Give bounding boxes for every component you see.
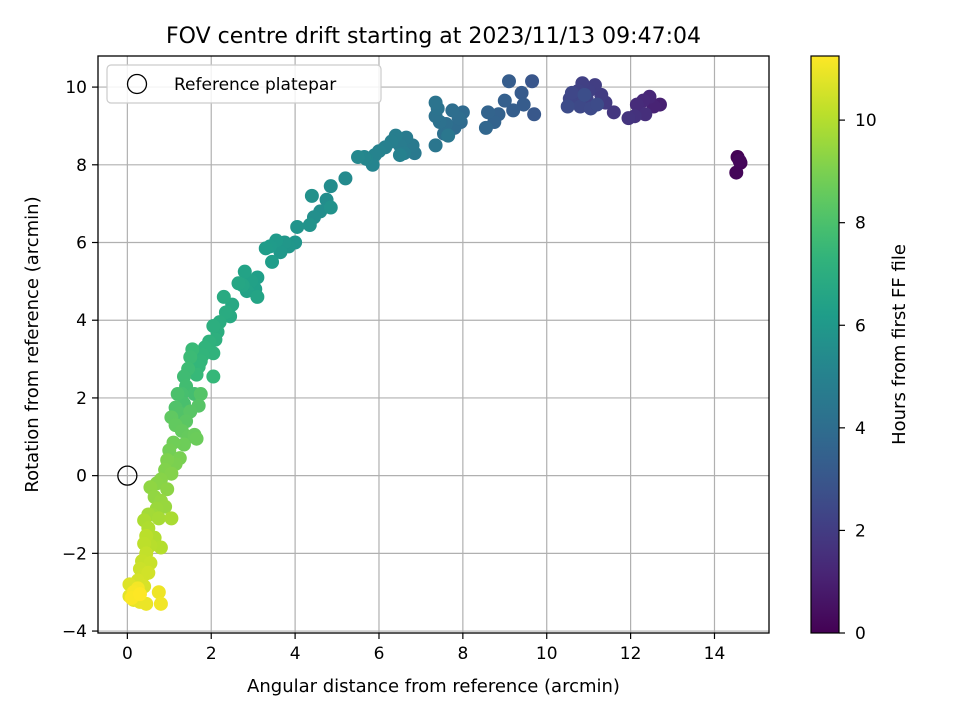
colorbar-gradient (810, 55, 840, 634)
legend-marker (126, 73, 148, 95)
data-point (151, 511, 166, 526)
data-point (265, 254, 280, 269)
data-point (445, 103, 460, 118)
data-point (250, 289, 265, 304)
data-point (141, 565, 156, 580)
data-point (183, 350, 198, 365)
data-point (258, 241, 273, 256)
y-tick-label: −4 (62, 622, 87, 642)
data-point (501, 74, 516, 89)
data-point (351, 150, 366, 165)
colorbar-tick-label: 0 (855, 624, 866, 644)
data-point (428, 95, 443, 110)
data-point (273, 245, 288, 260)
data-point (560, 99, 575, 114)
data-point (206, 369, 221, 384)
x-tick-label: 2 (206, 644, 217, 664)
x-axis-label: Angular distance from reference (arcmin) (247, 676, 620, 697)
x-tick-label: 0 (122, 644, 133, 664)
data-point (516, 97, 531, 112)
colorbar-tick-label: 6 (855, 316, 866, 336)
x-tick-label: 8 (457, 644, 468, 664)
y-tick-label: 8 (76, 156, 87, 176)
colorbar-tick-label: 10 (855, 111, 877, 131)
x-tick-label: 4 (290, 644, 301, 664)
y-tick-label: 0 (76, 467, 87, 487)
x-tick-label: 14 (704, 644, 726, 664)
y-tick-label: −2 (62, 544, 87, 564)
data-point (302, 218, 317, 233)
data-point (732, 153, 747, 168)
data-point (564, 85, 579, 100)
legend[interactable]: Reference platepar (106, 64, 382, 104)
y-tick-label: 6 (76, 234, 87, 254)
data-point (497, 93, 512, 108)
data-point (153, 540, 168, 555)
data-point (514, 85, 529, 100)
data-point (206, 319, 221, 334)
plot-frame (97, 55, 770, 634)
data-point (290, 219, 305, 234)
data-point (323, 200, 338, 215)
y-axis-label: Rotation from reference (arcmin) (22, 196, 43, 492)
colorbar-tick-label: 8 (855, 214, 866, 234)
data-point (193, 387, 208, 402)
data-point (170, 387, 185, 402)
y-tick-label: 4 (76, 311, 87, 331)
data-point (478, 120, 493, 135)
data-point (573, 99, 588, 114)
data-point (338, 171, 353, 186)
data-point (164, 466, 179, 481)
chart-title: FOV centre drift starting at 2023/11/13 … (166, 24, 701, 49)
y-tick-label: 10 (65, 78, 87, 98)
data-point (590, 97, 605, 112)
x-tick-label: 6 (374, 644, 385, 664)
data-point (216, 289, 231, 304)
axes: 0 2 4 6 8 10 12 14 −4 −2 0 2 4 6 8 10 (62, 55, 770, 664)
colorbar-tick-label: 2 (855, 521, 866, 541)
reference-platepar-marker (117, 465, 138, 486)
y-tick-label: 2 (76, 389, 87, 409)
data-point (231, 276, 246, 291)
x-tick-label: 12 (620, 644, 642, 664)
legend-entry-label: Reference platepar (174, 75, 336, 95)
data-point (323, 179, 338, 194)
data-point (132, 587, 147, 602)
data-point (481, 105, 496, 120)
data-point (527, 107, 542, 122)
x-tick-label: 10 (536, 644, 558, 664)
data-point (392, 148, 407, 163)
data-point (164, 511, 179, 526)
data-point (428, 138, 443, 153)
data-point (621, 111, 636, 126)
data-point (506, 103, 521, 118)
data-point (577, 87, 592, 102)
data-point (189, 431, 204, 446)
legend-box (106, 64, 382, 104)
colorbar-tick-label: 4 (855, 419, 866, 439)
grid-lines (98, 56, 769, 633)
data-point (525, 74, 540, 89)
data-point (441, 128, 456, 143)
data-point (638, 107, 653, 122)
data-point (629, 97, 644, 112)
data-point (151, 585, 166, 600)
data-point (729, 165, 744, 180)
scatter-points (117, 74, 748, 611)
colorbar: 0 2 4 6 8 10 (810, 55, 877, 644)
data-point (160, 482, 175, 497)
data-point (606, 105, 621, 120)
colorbar-label: Hours from first FF file (889, 244, 910, 445)
data-point (237, 264, 252, 279)
data-point (304, 188, 319, 203)
data-point (153, 596, 168, 611)
data-point (176, 437, 191, 452)
